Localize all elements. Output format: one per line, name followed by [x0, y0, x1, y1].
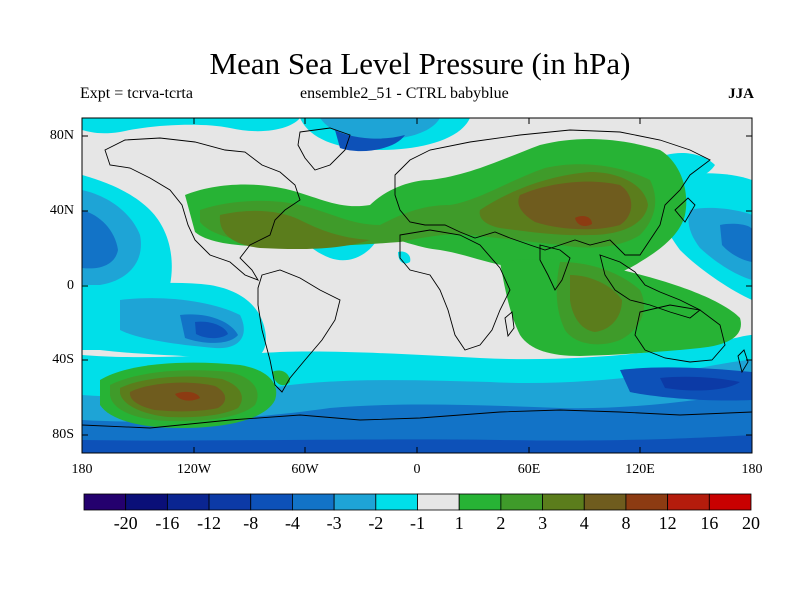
lat-label-80s: 80S [52, 427, 74, 442]
lon-label-120w: 120W [176, 462, 212, 477]
colorbar-label: 20 [742, 513, 760, 533]
coast-north-america [104, 137, 301, 281]
colorbar-swatch [583, 493, 627, 511]
season-label: JJA [728, 86, 754, 102]
colorbar-label: 3 [538, 513, 548, 533]
colorbar-swatch [375, 493, 418, 511]
colorbar-swatch [83, 493, 127, 511]
field-tropical-pacific-neg3 [195, 321, 228, 339]
field-arctic-neg1 [320, 118, 440, 140]
colorbar-swatch [542, 493, 585, 511]
field-south-pacific-pos5 [175, 391, 200, 401]
colorbar-label: -4 [284, 513, 300, 533]
colorbar-swatch [458, 493, 502, 511]
field-argentina-pos [272, 370, 290, 386]
field-west-pacific-neg2 [720, 223, 752, 262]
lat-label-40n: 40N [49, 203, 74, 218]
lon-label-60e: 60E [517, 462, 541, 477]
colorbar-label: -3 [326, 513, 342, 533]
coast-japan [674, 197, 696, 223]
colorbar-swatch [250, 493, 293, 511]
colorbar-swatch [292, 493, 335, 511]
colorbar-swatch [625, 493, 669, 511]
field-indian-pos3 [570, 275, 622, 332]
coast-antarctica [81, 409, 753, 429]
lon-label-60w: 60W [291, 462, 319, 477]
field-pacific-neg2 [82, 210, 118, 269]
colorbar-label: -8 [243, 513, 259, 533]
lat-label-80n: 80N [49, 128, 74, 143]
colorbar-label: 2 [496, 513, 506, 533]
coast-new-zealand [737, 349, 749, 374]
colorbar-swatch [667, 493, 710, 511]
colorbar-label: -20 [113, 513, 138, 533]
coast-south-america [257, 269, 341, 393]
lon-label-180-east: 180 [741, 462, 763, 477]
field-southern-neg4 [660, 376, 740, 391]
anomaly-field [82, 118, 752, 453]
lon-label-0: 0 [413, 462, 421, 477]
colorbar-label: 4 [579, 513, 589, 533]
coast-australia [634, 304, 726, 363]
coast-madagascar [504, 311, 515, 338]
colorbar-swatch [208, 493, 252, 511]
map-title: Mean Sea Level Pressure (in hPa) [209, 46, 631, 81]
colorbar-label: -2 [368, 513, 384, 533]
field-arctic-neg2 [335, 130, 405, 152]
lon-label-120e: 120E [625, 462, 655, 477]
colorbar-label: -16 [155, 513, 180, 533]
field-asia-pos5 [575, 216, 592, 226]
coast-africa [399, 229, 511, 351]
coastlines [81, 127, 753, 429]
lon-ticks [193, 118, 641, 453]
field-asia-pos4 [518, 181, 632, 230]
coast-southeast-asia [599, 254, 701, 319]
field-cape-verde-neg [398, 251, 411, 264]
coast-greenland [297, 127, 351, 171]
coast-eurasia [394, 129, 711, 256]
colorbar-label: 1 [454, 513, 464, 533]
colorbar-swatch [333, 493, 377, 511]
colorbar-swatch [125, 493, 168, 511]
colorbar-swatch [417, 493, 460, 511]
lon-label-180-west: 180 [71, 462, 93, 477]
colorbar-label: 16 [700, 513, 719, 533]
lat-label-0: 0 [67, 278, 74, 293]
experiment-label: Expt = tcrva-tcrta [80, 85, 193, 102]
colorbar-label: -12 [197, 513, 222, 533]
colorbar-label: -1 [410, 513, 425, 533]
field-south-pacific-pos4 [129, 382, 226, 412]
map-panel [81, 117, 753, 454]
field-northern-pos3 [219, 210, 370, 250]
field-southern-neg2 [82, 392, 752, 453]
field-antarctic-neg [82, 435, 752, 453]
colorbar-swatch [166, 493, 210, 511]
coast-india [539, 244, 571, 291]
colorbar-label: 12 [658, 513, 677, 533]
colorbar-swatch [500, 493, 543, 511]
colorbar [83, 493, 752, 511]
lat-label-40s: 40S [52, 352, 74, 367]
lat-ticks [82, 135, 752, 436]
colorbar-swatch [708, 493, 752, 511]
colorbar-label: 8 [621, 513, 631, 533]
field-north-neg [82, 118, 300, 134]
ensemble-label: ensemble2_51 - CTRL babyblue [300, 85, 509, 102]
